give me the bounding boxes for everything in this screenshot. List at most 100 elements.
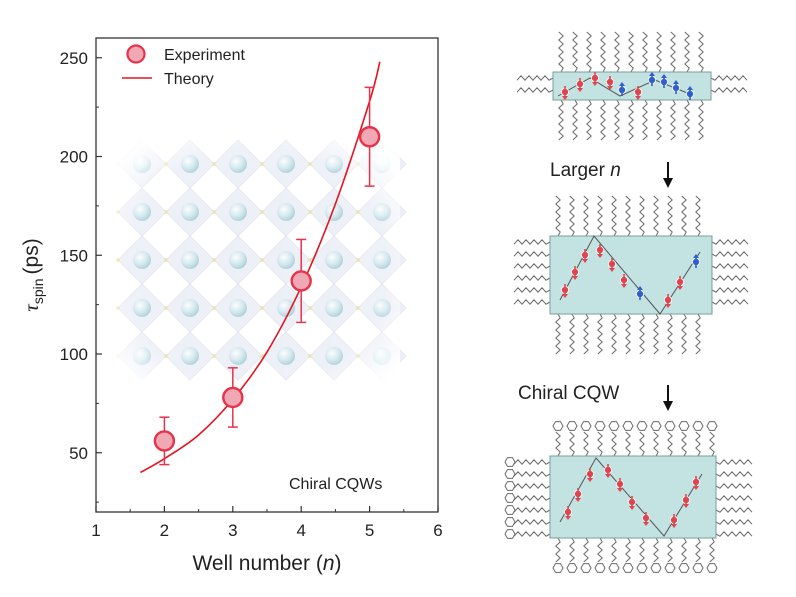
x-tick-label: 5	[365, 521, 374, 540]
spin-arrow-head	[661, 74, 667, 78]
ligand-chain	[715, 471, 753, 477]
chiral-ring	[580, 563, 592, 573]
experiment-points	[153, 86, 381, 466]
ligand-chain	[670, 99, 676, 141]
spin-arrow-head	[592, 82, 598, 86]
experiment-point	[222, 386, 244, 409]
chiral-ring	[706, 421, 718, 431]
ligand-chain	[711, 275, 749, 281]
chiral-ring	[622, 421, 634, 431]
schematic-panel-chiral	[504, 421, 753, 573]
ligand-chain	[684, 99, 690, 141]
spin-arrow-head	[587, 478, 593, 482]
ligand-chain	[513, 531, 551, 537]
ligand-chain	[695, 313, 701, 355]
legend: Experiment Theory	[122, 44, 245, 88]
ligand-chain	[597, 537, 603, 563]
ligand-chain	[600, 31, 606, 73]
x-axis: 1 2 3 4 5 6	[91, 506, 443, 540]
ligand-chain	[569, 195, 575, 237]
chiral-ring	[566, 421, 578, 431]
experiment-point	[290, 270, 312, 292]
ligand-chain	[709, 537, 715, 563]
ligand-chain	[625, 195, 631, 237]
chiral-ring	[636, 563, 648, 573]
label-larger-n: Larger n	[550, 160, 621, 181]
ligand-chain	[715, 459, 753, 465]
ligand-chain	[600, 99, 606, 141]
spin-arrow-head	[577, 88, 583, 92]
ligand-chain	[642, 99, 648, 141]
spin-arrow-head	[629, 506, 635, 510]
chiral-ring	[504, 517, 516, 527]
chiral-ring	[678, 563, 690, 573]
ligand-chain	[667, 537, 673, 563]
ligand-chain	[516, 87, 554, 93]
ligand-chain	[625, 431, 631, 457]
ligand-chain	[698, 99, 704, 141]
spin-arrow-head	[575, 498, 581, 502]
ligand-chain	[583, 313, 589, 355]
ligand-chain	[639, 313, 645, 355]
ligand-chain	[513, 251, 551, 257]
x-tick-label: 3	[228, 521, 237, 540]
chiral-ring	[504, 457, 516, 467]
chiral-ring	[504, 493, 516, 503]
ligand-chain	[628, 31, 634, 73]
spin-arrow-head	[687, 86, 693, 90]
spin-arrow-head	[673, 80, 679, 84]
spin-arrow-head	[562, 294, 568, 298]
ligand-chain	[625, 313, 631, 355]
ligand-chain	[695, 431, 701, 457]
chiral-ring	[678, 421, 690, 431]
ligand-chain	[597, 313, 603, 355]
ligand-chain	[513, 483, 551, 489]
ligand-chain	[653, 431, 659, 457]
ligand-chain	[715, 483, 753, 489]
chiral-ring	[692, 421, 704, 431]
theory-curve	[140, 61, 381, 474]
ligand-chain	[639, 537, 645, 563]
spin-transport-schematic: Larger n Chiral CQW	[504, 31, 753, 573]
ligand-chain	[513, 239, 551, 245]
legend-label-experiment: Experiment	[164, 47, 245, 64]
chiral-ring	[552, 421, 564, 431]
ligand-chain	[711, 299, 749, 305]
spin-arrow-head	[565, 516, 571, 520]
y-tick-label: 150	[60, 246, 88, 265]
y-axis: 50 100 150 200 250	[60, 49, 102, 503]
spin-arrow-head	[572, 276, 578, 280]
spin-arrow-head	[605, 474, 611, 478]
ligand-chain	[681, 431, 687, 457]
ligand-chain	[628, 99, 634, 141]
chiral-ring	[552, 563, 564, 573]
ligand-chain	[653, 313, 659, 355]
ligand-chain	[513, 263, 551, 269]
ligand-chain	[711, 251, 749, 257]
spin-arrow-head	[582, 259, 588, 263]
spin-arrow-head	[635, 96, 641, 100]
ligand-chain	[513, 459, 551, 465]
y-tick-label: 50	[69, 444, 88, 463]
lattice-fade	[110, 135, 400, 400]
ligand-chain	[569, 431, 575, 457]
ligand-chain	[583, 537, 589, 563]
chiral-ring	[608, 421, 620, 431]
ligand-chain	[715, 507, 753, 513]
ligand-chain	[611, 537, 617, 563]
ligand-chain	[586, 99, 592, 141]
ligand-chain	[597, 431, 603, 457]
ligand-chain	[513, 495, 551, 501]
spin-arrow-head	[562, 96, 568, 100]
ligand-chain	[670, 31, 676, 73]
spin-arrow-head	[609, 268, 615, 272]
ligand-chain	[667, 313, 673, 355]
ligand-chain	[653, 537, 659, 563]
ligand-chain	[572, 31, 578, 73]
ligand-chain	[569, 313, 575, 355]
ligand-chain	[715, 531, 753, 537]
ligand-chain	[569, 537, 575, 563]
legend-marker-experiment	[126, 44, 146, 64]
spin-arrow-head	[683, 504, 689, 508]
